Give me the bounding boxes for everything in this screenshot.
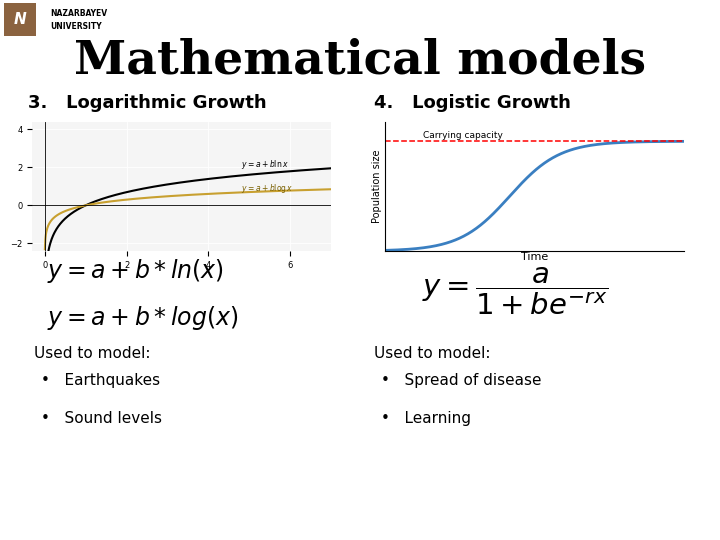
Text: 2019-2020: 2019-2020 <box>618 520 702 534</box>
Text: UNIVERSITY: UNIVERSITY <box>50 22 102 31</box>
Text: 3.   Logarithmic Growth: 3. Logarithmic Growth <box>27 94 266 112</box>
Text: 4.   Logistic Growth: 4. Logistic Growth <box>374 94 571 112</box>
Text: $y = \dfrac{a}{1 + be^{-rx}}$: $y = \dfrac{a}{1 + be^{-rx}}$ <box>422 266 608 318</box>
Text: Used to model:: Used to model: <box>374 346 490 361</box>
Text: N: N <box>14 12 27 27</box>
Text: $y = a + b\log x$: $y = a + b\log x$ <box>241 182 294 195</box>
Text: •   Earthquakes: • Earthquakes <box>40 373 160 388</box>
Text: Mathematical models: Mathematical models <box>74 38 646 84</box>
Text: NAZARBAYEV: NAZARBAYEV <box>50 9 107 18</box>
Text: Carrying capacity: Carrying capacity <box>423 131 503 140</box>
Text: Foundation Year Program: Foundation Year Program <box>523 13 703 26</box>
Text: •   Spread of disease: • Spread of disease <box>381 373 541 388</box>
Text: $y = a + b\ln x$: $y = a + b\ln x$ <box>241 158 289 171</box>
FancyBboxPatch shape <box>4 3 36 36</box>
Text: •   Sound levels: • Sound levels <box>40 411 161 426</box>
Text: Used to model:: Used to model: <box>35 346 150 361</box>
Text: $y = a + b * log(x)$: $y = a + b * log(x)$ <box>47 304 238 332</box>
Text: •   Learning: • Learning <box>381 411 471 426</box>
Text: $y = a + b * ln(x)$: $y = a + b * ln(x)$ <box>47 256 224 285</box>
X-axis label: Time: Time <box>521 253 548 262</box>
Y-axis label: Population size: Population size <box>372 150 382 223</box>
